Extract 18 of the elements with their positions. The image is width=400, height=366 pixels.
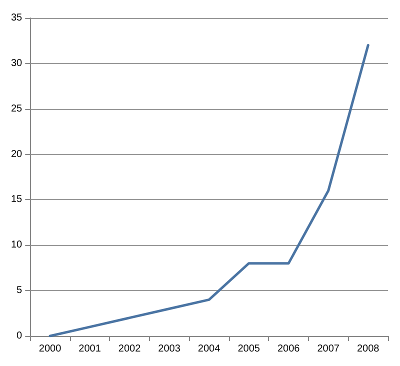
line-series xyxy=(48,44,370,338)
y-tick-label: 15 xyxy=(11,194,23,206)
y-tick-label: 20 xyxy=(11,148,23,160)
y-tick-label: 25 xyxy=(11,103,23,114)
x-tick-label: 2001 xyxy=(78,344,102,354)
y-tick-label: 30 xyxy=(11,58,23,69)
x-tick-label: 2005 xyxy=(238,344,260,354)
y-tick-label: 10 xyxy=(11,240,23,251)
x-tick-label: 2007 xyxy=(317,344,340,354)
y-tick-label: 35 xyxy=(11,12,23,24)
x-tick-label: 2004 xyxy=(198,344,221,354)
y-tick-label: 0 xyxy=(16,330,23,342)
y-tick-label: 5 xyxy=(16,285,23,296)
x-tick-label: 2000 xyxy=(38,344,62,354)
x-tick-label: 2006 xyxy=(277,344,300,354)
x-tick-label: 2008 xyxy=(356,344,380,354)
x-tick-label: 2003 xyxy=(158,344,181,354)
x-tick-label: 2002 xyxy=(118,344,142,354)
